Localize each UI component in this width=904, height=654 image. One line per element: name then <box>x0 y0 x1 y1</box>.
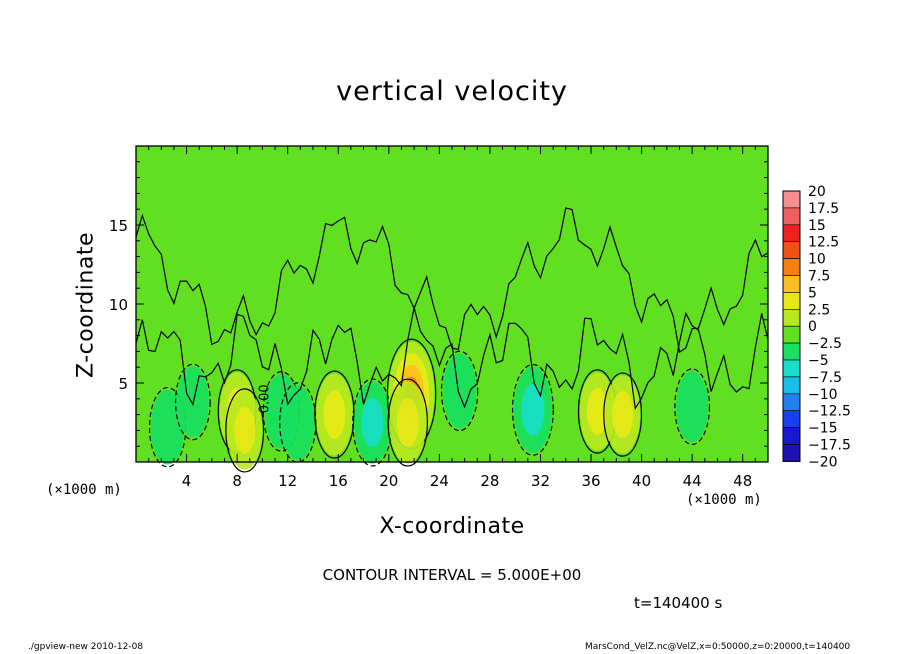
colorbar-swatch-10 <box>782 342 801 361</box>
velocity-cell-13-level-2 <box>586 387 608 435</box>
x-tick-label-8: 8 <box>232 472 242 490</box>
colorbar-swatch-11 <box>782 359 801 378</box>
x-tick-label-32: 32 <box>531 472 550 490</box>
colorbar-swatch-16 <box>782 444 801 462</box>
colorbar-swatch-8 <box>782 308 801 327</box>
contour-label: 0.00 <box>258 384 273 413</box>
x-tick-label-4: 4 <box>182 472 192 490</box>
y-tick-label-15: 15 <box>109 217 128 235</box>
contour-line-12 <box>511 363 554 456</box>
x-axis-label: X-coordinate <box>379 514 525 539</box>
y-axis-label: Z-coordinate <box>73 232 99 378</box>
colorbar-swatch-6 <box>782 275 801 293</box>
colorbar-label: −5 <box>808 353 829 369</box>
contour-interval-note: CONTOUR INTERVAL = 5.000E+00 <box>322 566 582 584</box>
contour-line-7 <box>314 370 355 459</box>
colorbar-swatch-15 <box>782 427 801 445</box>
colorbar-label: 12.5 <box>808 235 839 251</box>
colorbar-label: −7.5 <box>808 370 842 386</box>
colorbar-swatch-1 <box>782 190 801 209</box>
contour-line-4 <box>225 388 265 473</box>
y-tick-label-10: 10 <box>109 296 128 314</box>
x-tick-label-24: 24 <box>430 472 449 490</box>
footer-data-source: MarsCond_VelZ.nc@VelZ,x=0:50000,z=0:2000… <box>585 642 851 652</box>
colorbar-label: 2.5 <box>808 302 830 318</box>
colorbar-swatch-3 <box>782 224 801 243</box>
velocity-cell-8-level-2 <box>361 397 384 448</box>
colorbar-swatch-14 <box>782 410 801 428</box>
zero-contour-lower <box>135 307 769 411</box>
colorbar-label: 5 <box>808 285 817 301</box>
colorbar-swatch-13 <box>782 393 801 411</box>
colorbar-swatch-4 <box>782 241 801 259</box>
contour-line-14 <box>603 372 643 457</box>
colorbar-label: −20 <box>808 454 838 470</box>
zero-contour-upper <box>135 207 769 354</box>
colorbar-label: 15 <box>808 218 826 234</box>
time-stamp: t=140400 s <box>634 594 723 612</box>
x-tick-label-44: 44 <box>683 472 702 490</box>
x-tick-label-40: 40 <box>632 472 651 490</box>
colorbar-swatch-12 <box>782 376 801 395</box>
footer-program-date: ./gpview-new 2010-12-08 <box>28 642 144 652</box>
x-unit-label-right: (×1000 m) <box>686 492 762 508</box>
x-tick-label-12: 12 <box>278 472 297 490</box>
x-tick-label-28: 28 <box>480 472 499 490</box>
colorbar-label: −10 <box>808 387 838 403</box>
velocity-cell-10-level-2 <box>396 397 419 448</box>
velocity-cell-11-level-1 <box>442 353 477 429</box>
colorbar-swatch-9 <box>782 325 801 344</box>
velocity-cell-12-level-2 <box>521 384 545 436</box>
colorbar-swatch-2 <box>782 207 801 226</box>
contour-line-11 <box>440 350 479 432</box>
velocity-cell-15-level-1 <box>676 371 709 443</box>
x-tick-label-36: 36 <box>581 472 600 490</box>
x-tick-label-16: 16 <box>329 472 348 490</box>
chart-title: vertical velocity <box>336 76 568 107</box>
y-tick-label-5: 5 <box>118 375 128 393</box>
colorbar-label: −17.5 <box>808 438 851 454</box>
contour-line-6 <box>279 382 317 463</box>
colorbar-label: 0 <box>808 319 817 335</box>
velocity-cell-14-level-2 <box>612 391 634 439</box>
colorbar-label: 10 <box>808 252 826 268</box>
colorbar-swatch-5 <box>782 258 801 276</box>
x-tick-label-20: 20 <box>379 472 398 490</box>
velocity-cell-7-level-2 <box>323 389 346 440</box>
colorbar-label: 7.5 <box>808 269 830 285</box>
velocity-cell-4-level-2 <box>234 406 256 454</box>
colorbar-label: −15 <box>808 421 838 437</box>
contour-line-15 <box>674 368 711 446</box>
colorbar-label: 20 <box>808 184 826 200</box>
colorbar-swatch-7 <box>782 292 801 310</box>
x-unit-label-left: (×1000 m) <box>46 482 122 498</box>
contour-line-2 <box>174 363 211 441</box>
contour-line-10 <box>387 378 428 467</box>
colorbar-frame <box>782 190 801 462</box>
colorbar-label: −2.5 <box>808 336 842 352</box>
colorbar-label: −12.5 <box>808 404 851 420</box>
colorbar-label: 17.5 <box>808 201 839 217</box>
x-tick-label-48: 48 <box>733 472 752 490</box>
velocity-cell-6-level-1 <box>280 385 315 460</box>
